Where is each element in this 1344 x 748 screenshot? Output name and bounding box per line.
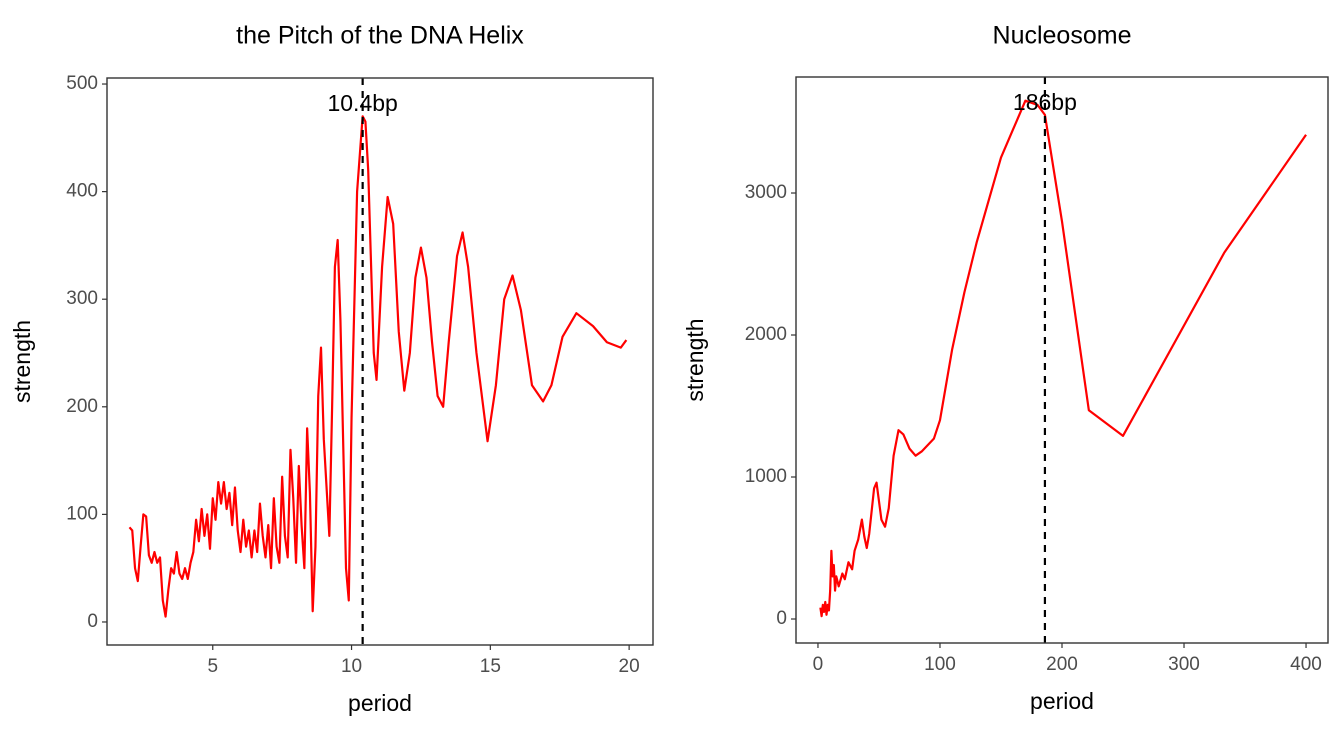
x-axis-title: period	[1030, 688, 1094, 714]
y-tick-label: 2000	[745, 324, 787, 345]
data-line	[819, 99, 1307, 618]
y-tick-label: 0	[87, 611, 98, 632]
reference-label: 10.4bp	[327, 90, 397, 116]
x-tick-label: 300	[1168, 654, 1200, 675]
y-tick-label: 500	[66, 73, 98, 94]
x-tick-label: 10	[341, 656, 362, 677]
x-tick-label: 400	[1290, 654, 1322, 675]
x-tick-label: 200	[1046, 654, 1078, 675]
x-tick-label: 0	[813, 654, 824, 675]
plot-frame	[795, 76, 1329, 644]
y-tick-label: 3000	[745, 182, 787, 203]
y-tick-label: 300	[66, 288, 98, 309]
y-tick-label: 0	[776, 608, 787, 629]
x-tick-label: 15	[480, 656, 501, 677]
x-tick-label: 5	[207, 656, 218, 677]
reference-label: 186bp	[1013, 89, 1077, 115]
plot-frame	[106, 77, 654, 646]
chart-title: Nucleosome	[993, 22, 1132, 50]
data-line	[128, 115, 628, 618]
y-tick-label: 1000	[745, 466, 787, 487]
x-tick-label: 20	[619, 656, 640, 677]
y-axis-title: strength	[682, 318, 708, 401]
y-axis-title: strength	[9, 320, 35, 403]
y-tick-label: 400	[66, 181, 98, 202]
x-tick-label: 100	[924, 654, 956, 675]
chart-title: the Pitch of the DNA Helix	[236, 22, 524, 50]
x-axis-title: period	[348, 690, 412, 716]
y-tick-label: 200	[66, 396, 98, 417]
y-tick-label: 100	[66, 503, 98, 524]
